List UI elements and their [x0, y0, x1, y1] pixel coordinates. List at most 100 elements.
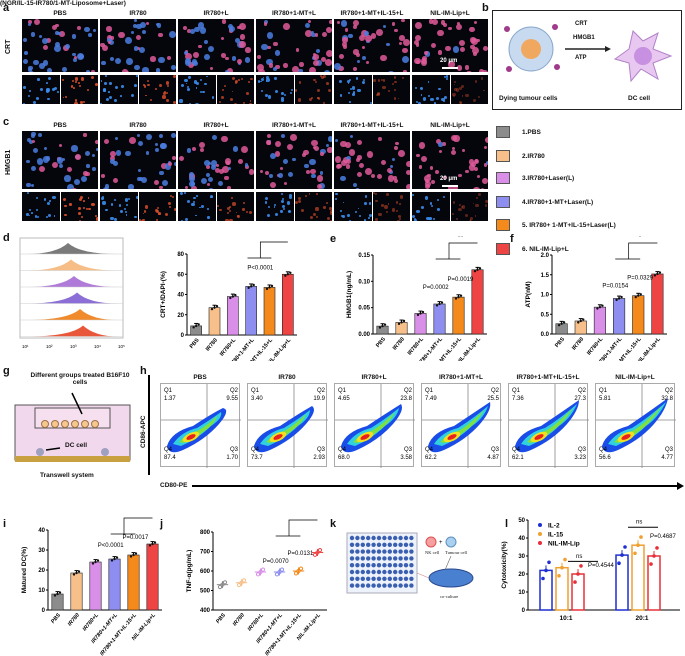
microscopy-merged-image [334, 19, 410, 72]
legend-item: 5. IR780+ 1-MT+IL-15+Laser(L) [496, 219, 616, 231]
legend-swatch [496, 126, 510, 138]
panel-label-d: d [3, 232, 10, 244]
transwell-illustration [14, 392, 131, 462]
y-tick-label: 500 [200, 589, 211, 595]
p-value: P<0.0001 [247, 265, 274, 271]
data-point [438, 302, 441, 306]
data-point [582, 318, 585, 321]
legend-item: 4.IR780+1-MT+Laser(L) [496, 196, 593, 208]
flow-panel-title: IR780+1-MT+L [438, 374, 484, 381]
panel-label-k: k [330, 518, 337, 530]
significance-stars: * [639, 236, 642, 241]
y-tick-label: 50 [518, 518, 525, 524]
data-point [249, 285, 253, 288]
data-point [620, 295, 623, 299]
y-tick-label: 40 [518, 536, 525, 542]
data-point [381, 324, 384, 328]
bar-IR780+1-MT+IL-15+L [452, 296, 465, 335]
p-value: P=0.0019 [447, 277, 474, 283]
y-tick-label: 0.00 [358, 332, 370, 338]
data-point [277, 569, 282, 575]
legend-marker [538, 541, 542, 545]
marker-hmgb1: HMGB1 [573, 35, 595, 41]
microscopy-marker-channel [372, 192, 410, 221]
flow-panel-title: IR780+1-MT+IL-15+L [516, 374, 580, 381]
data-point [129, 555, 133, 558]
quadrant-q3-label: Q3 [578, 447, 587, 453]
microscopy-dapi-channel [412, 75, 450, 104]
data-point [213, 306, 216, 309]
quadrant-q1-value: 3.40 [251, 396, 263, 402]
coculture-label: co-culture [440, 594, 459, 599]
data-point [560, 322, 563, 325]
flow-xlabel: CD80-PE [160, 482, 188, 489]
data-point [315, 550, 320, 555]
microscopy-dapi-channel [100, 192, 138, 221]
y-tick-label: 2.0 [541, 253, 550, 259]
histogram-x-tick: 10⁴ [94, 344, 101, 349]
data-point [634, 295, 637, 299]
x-arrow-head [677, 482, 684, 490]
column-title: IR780 [129, 10, 147, 17]
data-point [58, 591, 62, 594]
y-tick-label: 0 [42, 608, 46, 614]
legend-swatch [496, 219, 510, 231]
data-point [274, 572, 280, 577]
bar-NIL-IM-Lip+L [282, 273, 294, 336]
bar-IR780+1-MT+L [613, 298, 626, 335]
data-point [557, 574, 561, 578]
microscopy-merged-image [100, 19, 176, 72]
data-point [75, 571, 78, 575]
quadrant-q4-value: 73.7 [251, 455, 263, 461]
data-point [215, 305, 219, 308]
legend-swatch [496, 196, 510, 208]
microscopy-marker-channel [294, 192, 332, 221]
microscopy-marker-channel [216, 75, 254, 104]
data-point [284, 274, 287, 277]
x-tick-label: IR780 [232, 612, 246, 627]
data-point [656, 272, 659, 276]
p-value: P=0.0154 [602, 284, 629, 290]
microscopy-merged-image [22, 131, 98, 189]
quadrant-q4-label: Q4 [338, 447, 347, 453]
flow-plot: Q1 4.65 Q2 23.8 Q4 68.0 Q3 3.58 [334, 383, 415, 468]
quadrant-q2-value: 19.9 [313, 396, 325, 402]
data-point [596, 307, 599, 310]
y-axis-label: ATP(nM) [525, 281, 532, 307]
microscopy-dapi-channel [334, 192, 372, 221]
quadrant-q2-value: 9.55 [226, 396, 238, 402]
data-point [541, 576, 545, 581]
bar-IR780+L [593, 306, 606, 335]
quadrant-q2-label: Q2 [665, 388, 674, 394]
panel-label-i: i [3, 518, 7, 530]
panel-label-g: g [3, 365, 10, 377]
legend-marker [538, 532, 542, 536]
column-title: IR780+1-MT+L [271, 10, 317, 17]
flow-panel-title: PBS [193, 374, 207, 381]
data-point [557, 323, 561, 327]
quadrant-q3-value: 3.58 [400, 455, 412, 461]
data-point [258, 569, 263, 575]
x-tick-label: IR780 [392, 336, 406, 351]
bar-IR780 [208, 307, 221, 336]
x-tick-label: IR780+1-MT+IL-15+L [264, 612, 303, 656]
x-tick-label: PBS [189, 337, 201, 350]
data-point [148, 544, 152, 547]
chart-l-cytotoxicity: 0 10 20 30 40 50 Cytotoxicity(%) 10:1 20:1 IL-2 IL… [501, 518, 680, 622]
data-point [579, 564, 583, 568]
data-point [231, 295, 235, 298]
quadrant-q3-value: 4.77 [661, 455, 673, 461]
bar-NIL-IM-Lip [571, 573, 585, 611]
legend-label: IL-2 [548, 523, 560, 530]
quadrant-q1-value: 4.65 [338, 396, 350, 402]
microscopy-merged-image [22, 19, 98, 72]
column-title: IR780+L [203, 122, 229, 129]
data-point [110, 559, 114, 562]
transwell-caption: Transwell system [40, 472, 94, 479]
data-point [454, 297, 458, 300]
x-tick-label: IR780+L [586, 336, 605, 357]
x-tick-label: IR780+L [407, 336, 426, 357]
data-point [435, 304, 439, 307]
data-point [115, 556, 119, 559]
